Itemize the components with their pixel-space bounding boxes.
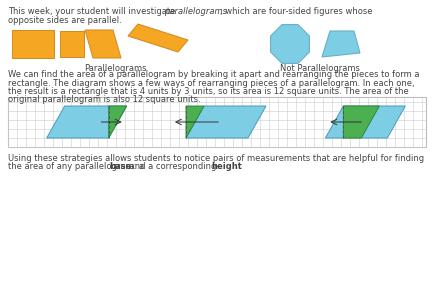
Polygon shape xyxy=(60,31,84,57)
Text: height: height xyxy=(211,162,242,171)
Text: We can find the area of a parallelogram by breaking it apart and rearranging the: We can find the area of a parallelogram … xyxy=(8,70,420,79)
Polygon shape xyxy=(12,30,54,58)
Text: , which are four-sided figures whose: , which are four-sided figures whose xyxy=(220,7,372,16)
Text: rectangle. The diagram shows a few ways of rearranging pieces of a parallelogram: rectangle. The diagram shows a few ways … xyxy=(8,79,414,88)
Polygon shape xyxy=(128,24,188,52)
Polygon shape xyxy=(186,106,204,138)
Polygon shape xyxy=(186,106,266,138)
Bar xyxy=(8,97,426,147)
Text: Using these strategies allows students to notice pairs of measurements that are : Using these strategies allows students t… xyxy=(8,154,424,163)
Text: opposite sides are parallel.: opposite sides are parallel. xyxy=(8,16,122,25)
Text: Parallelograms: Parallelograms xyxy=(84,64,146,73)
Text: Not Parallelograms: Not Parallelograms xyxy=(280,64,360,73)
Text: .: . xyxy=(237,162,240,171)
Text: and a corresponding: and a corresponding xyxy=(127,162,219,171)
Polygon shape xyxy=(47,106,127,138)
Polygon shape xyxy=(343,106,379,138)
Polygon shape xyxy=(322,31,360,57)
Text: This week, your student will investigate: This week, your student will investigate xyxy=(8,7,178,16)
Text: parallelograms: parallelograms xyxy=(164,7,227,16)
Polygon shape xyxy=(108,106,127,138)
Polygon shape xyxy=(270,24,309,63)
Text: original parallelogram is also 12 square units.: original parallelogram is also 12 square… xyxy=(8,95,201,104)
Text: the result is a rectangle that is 4 units by 3 units, so its area is 12 square u: the result is a rectangle that is 4 unit… xyxy=(8,87,409,96)
Polygon shape xyxy=(85,30,121,58)
Text: the area of any parallelogram: a: the area of any parallelogram: a xyxy=(8,162,147,171)
Polygon shape xyxy=(326,106,405,138)
Text: base: base xyxy=(109,162,131,171)
